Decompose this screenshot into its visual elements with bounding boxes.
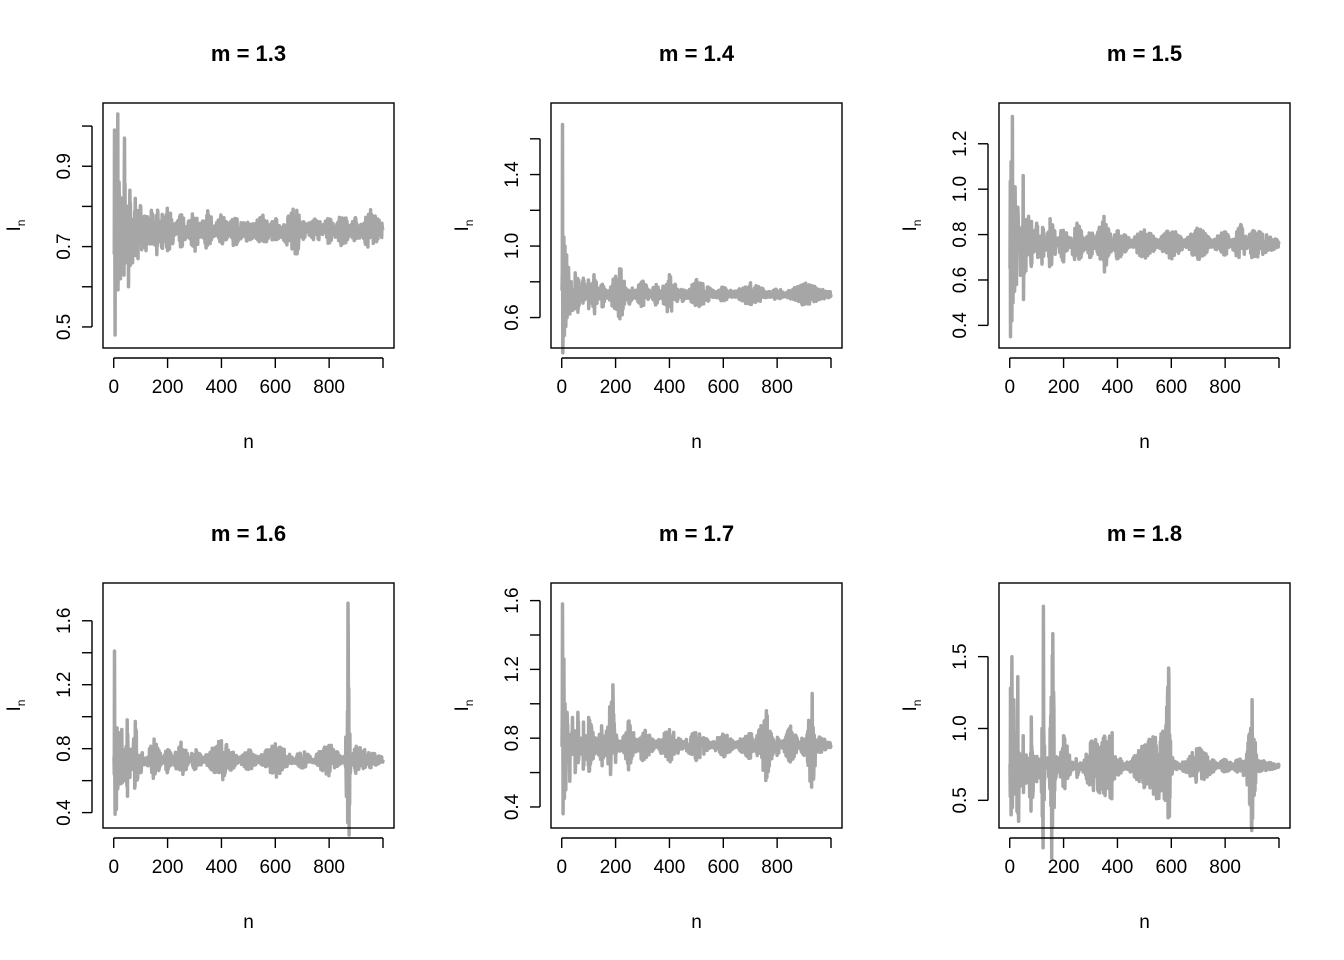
y-tick-label: 1.0 xyxy=(950,176,971,202)
panel-4: m = 1.6 0 200 400 600 800 0.4 0.8 1.2 1.6 n In xyxy=(4,521,395,933)
x-tick-label: 0 xyxy=(1004,377,1015,398)
x-tick-label: 200 xyxy=(600,857,632,878)
y-tick-label: 0.5 xyxy=(950,787,971,813)
x-axis-label: n xyxy=(243,432,254,453)
x-axis-label: n xyxy=(1139,432,1150,453)
x-axis-label: n xyxy=(691,432,702,453)
x-axis-label: n xyxy=(691,912,702,933)
plot-frame xyxy=(550,582,843,829)
y-tick-label: 0.7 xyxy=(54,233,75,259)
y-tick-label: 1.2 xyxy=(950,131,971,157)
panel-2: m = 1.4 0 200 400 600 800 0.6 1.0 1.4 n In xyxy=(452,41,843,453)
series-line xyxy=(560,122,833,355)
x-tick-label: 800 xyxy=(313,377,345,398)
x-tick-label: 600 xyxy=(259,857,291,878)
x-tick-label: 600 xyxy=(707,377,739,398)
y-tick-label: 1.6 xyxy=(502,587,523,613)
series-line xyxy=(1008,114,1281,339)
x-tick-label: 400 xyxy=(206,377,238,398)
series-line xyxy=(560,602,833,816)
y-axis-label: In xyxy=(900,700,924,712)
plot-frame xyxy=(998,102,1291,349)
y-axis-label: In xyxy=(452,220,476,232)
plot-frame xyxy=(998,582,1291,829)
panel-5: m = 1.7 0 200 400 600 800 0.4 0.8 1.2 1.6 n In xyxy=(452,521,843,933)
x-tick-label: 400 xyxy=(206,857,238,878)
y-tick-label: 0.6 xyxy=(950,267,971,293)
y-axis-label: In xyxy=(4,700,28,712)
panel-6: m = 1.8 0 200 400 600 800 0.5 1.0 1.5 n In xyxy=(900,521,1291,933)
x-tick-label: 200 xyxy=(1048,857,1080,878)
y-tick-label: 0.9 xyxy=(54,153,75,179)
y-tick-label: 1.5 xyxy=(950,643,971,669)
y-tick-label: 0.4 xyxy=(502,793,523,820)
y-tick-label: 1.4 xyxy=(502,161,523,188)
y-tick-label: 1.2 xyxy=(502,656,523,682)
y-tick-label: 0.6 xyxy=(502,304,523,330)
y-tick-label: 1.2 xyxy=(54,672,75,698)
panel-3: m = 1.5 0 200 400 600 800 0.4 0.6 0.8 1.0 1.2 n In xyxy=(900,41,1291,453)
panel-title: m = 1.3 xyxy=(211,41,286,66)
panel-title: m = 1.4 xyxy=(659,41,735,66)
x-axis-label: n xyxy=(1139,912,1150,933)
x-tick-label: 800 xyxy=(1209,857,1241,878)
x-tick-label: 600 xyxy=(259,377,291,398)
x-tick-label: 800 xyxy=(1209,377,1241,398)
y-tick-label: 1.0 xyxy=(502,233,523,259)
x-tick-label: 800 xyxy=(313,857,345,878)
x-tick-label: 0 xyxy=(1004,857,1015,878)
panel-title: m = 1.7 xyxy=(659,521,734,546)
x-tick-label: 200 xyxy=(1048,377,1080,398)
y-axis-label: In xyxy=(452,700,476,712)
y-tick-label: 1.0 xyxy=(950,715,971,741)
x-tick-label: 800 xyxy=(761,377,793,398)
x-tick-label: 400 xyxy=(1102,377,1134,398)
x-tick-label: 0 xyxy=(108,857,119,878)
y-tick-label: 0.8 xyxy=(54,735,75,761)
x-tick-label: 600 xyxy=(1155,857,1187,878)
x-axis-label: n xyxy=(243,912,254,933)
x-tick-label: 800 xyxy=(761,857,793,878)
plot-frame xyxy=(102,102,395,349)
panel-title: m = 1.8 xyxy=(1107,521,1182,546)
y-tick-label: 0.8 xyxy=(502,725,523,751)
y-tick-label: 0.5 xyxy=(54,314,75,340)
x-tick-label: 200 xyxy=(152,377,184,398)
x-tick-label: 400 xyxy=(1102,857,1134,878)
y-tick-label: 0.8 xyxy=(950,221,971,247)
x-tick-label: 0 xyxy=(108,377,119,398)
series-line xyxy=(1008,604,1281,861)
x-tick-label: 0 xyxy=(556,857,567,878)
plot-frame xyxy=(102,582,395,829)
y-axis-label: In xyxy=(4,220,28,232)
x-tick-label: 200 xyxy=(600,377,632,398)
x-tick-label: 600 xyxy=(1155,377,1187,398)
x-tick-label: 600 xyxy=(707,857,739,878)
y-tick-label: 0.4 xyxy=(54,799,75,826)
x-tick-label: 0 xyxy=(556,377,567,398)
plot-frame xyxy=(550,102,843,349)
panel-title: m = 1.6 xyxy=(211,521,286,546)
y-axis-label: In xyxy=(900,220,924,232)
panel-1: m = 1.3 0 200 400 600 800 0.5 0.7 0.9 n In xyxy=(4,41,395,453)
series-line xyxy=(112,601,385,837)
y-tick-label: 1.6 xyxy=(54,608,75,634)
x-tick-label: 400 xyxy=(654,857,686,878)
x-tick-label: 400 xyxy=(654,377,686,398)
series-line xyxy=(112,112,385,337)
panel-title: m = 1.5 xyxy=(1107,41,1182,66)
y-tick-label: 0.4 xyxy=(950,312,971,339)
x-tick-label: 200 xyxy=(152,857,184,878)
